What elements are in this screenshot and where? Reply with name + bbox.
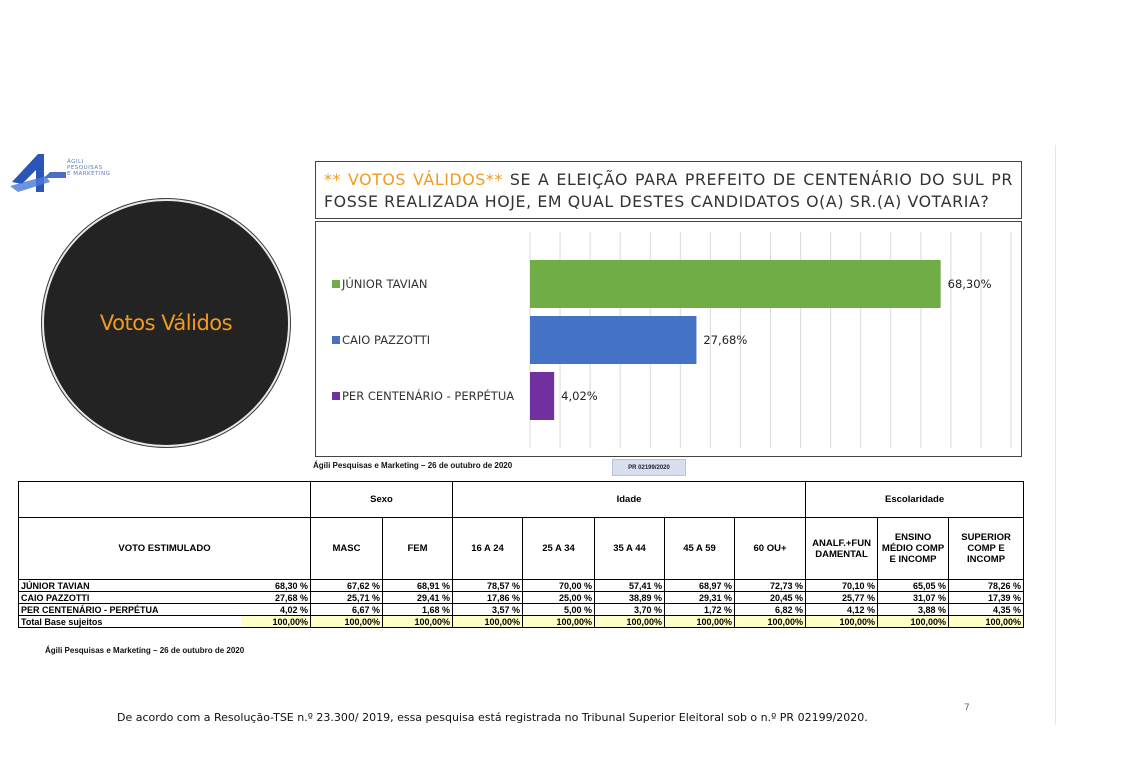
column-header: 16 A 24: [452, 517, 523, 580]
row-total-cell: 100,00%: [240, 615, 311, 628]
value-cell: 6,67 %: [310, 603, 383, 616]
value-cell: 1,68 %: [382, 603, 453, 616]
column-header: 35 A 44: [594, 517, 665, 580]
value-cell: 3,57 %: [452, 603, 523, 616]
bar: [530, 260, 941, 308]
category-label: PER CENTENÁRIO - PERPÉTUA: [342, 388, 514, 403]
value-cell: 57,41 %: [594, 579, 665, 592]
row-name-cell: CAIO PAZZOTTI: [18, 591, 241, 604]
footer-legal-note: De acordo com a Resolução-TSE n.º 23.300…: [117, 711, 868, 724]
legend-swatch: [332, 392, 340, 400]
row-name-cell: JÚNIOR TAVIAN: [18, 579, 241, 592]
legend-swatch: [332, 280, 340, 288]
row-total-cell: 27,68 %: [240, 591, 311, 604]
value-cell: 70,10 %: [805, 579, 879, 592]
value-cell: 25,77 %: [805, 591, 879, 604]
page-number: 7: [964, 703, 970, 713]
column-header: MASC: [310, 517, 383, 580]
column-header: ENSINO MÉDIO COMP E INCOMP: [877, 517, 950, 580]
value-cell: 100,00%: [877, 615, 950, 628]
category-label: CAIO PAZZOTTI: [342, 333, 430, 347]
table-row: Total Base sujeitos 100,00% 100,00% 100,00%…: [18, 615, 1025, 628]
value-cell: 3,88 %: [877, 603, 950, 616]
question-highlight: ** VOTOS VÁLIDOS**: [324, 170, 503, 189]
value-cell: 29,31 %: [664, 591, 735, 604]
table-row: JÚNIOR TAVIAN 68,30 % 67,62 % 68,91 % 78,57 …: [18, 579, 1025, 592]
crosstab-table: Sexo Idade Escolaridade VOTO ESTIMULADO …: [18, 481, 1025, 628]
column-header: 45 A 59: [664, 517, 735, 580]
category-label: JÚNIOR TAVIAN: [341, 276, 428, 291]
votos-validos-circle: Votos Válidos: [42, 199, 290, 447]
value-cell: 100,00%: [310, 615, 383, 628]
column-header: FEM: [382, 517, 453, 580]
table-row: PER CENTENÁRIO - PERPÉTUA 4,02 % 6,67 % 1,6…: [18, 603, 1025, 616]
table-source-note: Ágili Pesquisas e Marketing – 26 de outu…: [45, 646, 245, 655]
value-cell: 100,00%: [948, 615, 1025, 628]
column-header: ANALF.+FUN DAMENTAL: [805, 517, 879, 580]
column-header: 25 A 34: [522, 517, 595, 580]
row-total-cell: 4,02 %: [240, 603, 311, 616]
value-cell: 4,12 %: [805, 603, 879, 616]
question-text: SE A ELEIÇÃO PARA PREFEITO DE CENTENÁRIO…: [324, 170, 1013, 211]
bar: [530, 316, 697, 364]
data-label: 4,02%: [561, 389, 598, 403]
table-corner: [18, 481, 311, 518]
value-cell: 100,00%: [382, 615, 453, 628]
legend-swatch: [332, 336, 340, 344]
value-cell: 31,07 %: [877, 591, 950, 604]
value-cell: 100,00%: [664, 615, 735, 628]
bar-chart-panel: JÚNIOR TAVIAN 68,30% CAIO PAZZOTTI 27,68% PE…: [315, 221, 1022, 457]
value-cell: 4,35 %: [948, 603, 1025, 616]
value-cell: 17,86 %: [452, 591, 523, 604]
page-divider: [1055, 145, 1056, 725]
group-header-sexo: Sexo: [310, 481, 453, 518]
value-cell: 20,45 %: [733, 591, 807, 604]
table-row: CAIO PAZZOTTI 27,68 % 25,71 % 29,41 % 17,86 …: [18, 591, 1025, 604]
group-header-escolaridade: Escolaridade: [805, 481, 1025, 518]
row-header-label: VOTO ESTIMULADO: [18, 517, 311, 580]
value-cell: 100,00%: [733, 615, 807, 628]
registration-badge: PR 02199/2020: [612, 459, 686, 476]
value-cell: 70,00 %: [522, 579, 595, 592]
value-cell: 100,00%: [594, 615, 665, 628]
value-cell: 100,00%: [452, 615, 523, 628]
column-header: 60 OU+: [733, 517, 807, 580]
value-cell: 67,62 %: [310, 579, 383, 592]
bar: [530, 372, 555, 420]
logo-wordmark: ÁGILI PESQUISAS E MARKETING: [67, 159, 111, 177]
row-total-cell: 68,30 %: [240, 579, 311, 592]
value-cell: 3,70 %: [594, 603, 665, 616]
data-label: 27,68%: [703, 333, 747, 347]
row-name-cell: Total Base sujeitos: [18, 615, 241, 628]
value-cell: 17,39 %: [948, 591, 1025, 604]
value-cell: 100,00%: [805, 615, 879, 628]
value-cell: 25,71 %: [310, 591, 383, 604]
group-header-idade: Idade: [451, 481, 807, 518]
value-cell: 68,97 %: [664, 579, 735, 592]
value-cell: 78,26 %: [948, 579, 1025, 592]
bar-chart: JÚNIOR TAVIAN 68,30% CAIO PAZZOTTI 27,68% PE…: [332, 232, 1012, 448]
chart-source-note: Ágili Pesquisas e Marketing – 26 de outu…: [313, 461, 513, 470]
row-name-cell: PER CENTENÁRIO - PERPÉTUA: [18, 603, 241, 616]
agili-logo-icon: [10, 154, 66, 192]
value-cell: 29,41 %: [382, 591, 453, 604]
column-header: SUPERIOR COMP E INCOMP: [948, 517, 1025, 580]
value-cell: 25,00 %: [522, 591, 595, 604]
value-cell: 38,89 %: [594, 591, 665, 604]
value-cell: 6,82 %: [733, 603, 807, 616]
value-cell: 68,91 %: [382, 579, 453, 592]
value-cell: 65,05 %: [877, 579, 950, 592]
value-cell: 5,00 %: [522, 603, 595, 616]
value-cell: 1,72 %: [664, 603, 735, 616]
question-box: ** VOTOS VÁLIDOS** SE A ELEIÇÃO PARA PRE…: [315, 161, 1022, 219]
value-cell: 78,57 %: [452, 579, 523, 592]
circle-label: Votos Válidos: [99, 311, 233, 335]
data-label: 68,30%: [948, 277, 992, 291]
value-cell: 100,00%: [522, 615, 595, 628]
value-cell: 72,73 %: [733, 579, 807, 592]
